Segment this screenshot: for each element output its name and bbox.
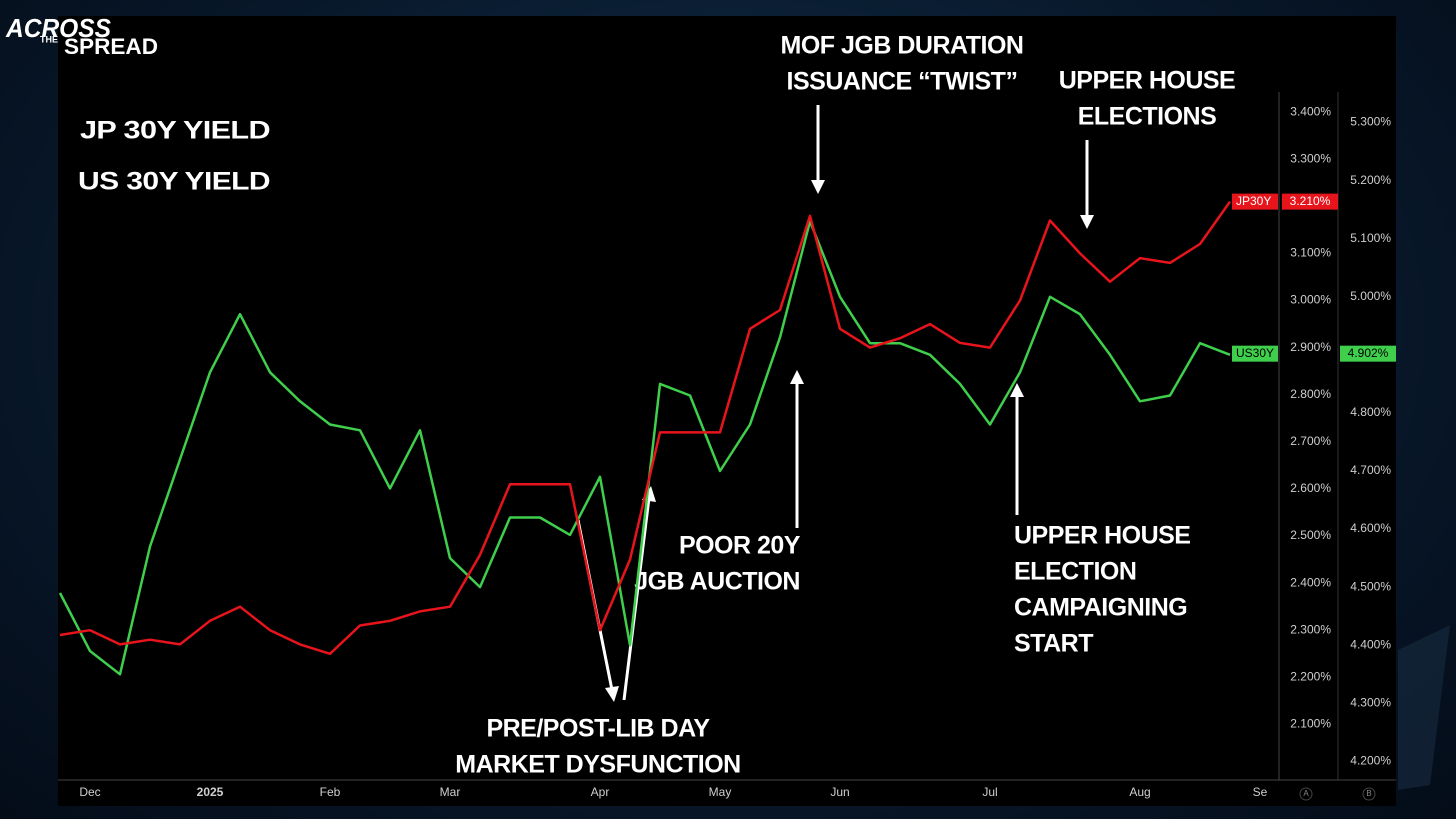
y2-tick-label: 4.300% (1350, 695, 1391, 709)
y-tick-label: 3.100% (1290, 246, 1331, 260)
y-tick-label: 2.900% (1290, 340, 1331, 354)
y-tick-label: 3.000% (1290, 293, 1331, 307)
logo-text: SPREAD (64, 34, 158, 59)
y2-tick-label: 4.400% (1350, 637, 1391, 651)
y2-tick-label: 5.100% (1350, 231, 1391, 245)
y2-tick-label: 4.800% (1350, 405, 1391, 419)
annotation: UPPER HOUSE (1059, 67, 1235, 95)
annotations: MOF JGB DURATION ISSUANCE “TWIST” UPPER HO… (455, 32, 1235, 779)
legend-entry: US 30Y YIELD (78, 168, 270, 196)
axis-button[interactable]: B (1366, 789, 1371, 798)
price-tag-bg (1340, 345, 1396, 362)
x-tick-label: Feb (320, 785, 341, 799)
legend-entry: JP 30Y YIELD (80, 117, 270, 145)
x-tick-label: Aug (1129, 785, 1150, 799)
x-tick-label: Dec (79, 785, 100, 799)
annotation: ELECTION (1014, 558, 1136, 586)
y2-tick-label: 4.200% (1350, 754, 1391, 768)
y2-tick-label: 4.700% (1350, 463, 1391, 477)
y-tick-label: 3.400% (1290, 104, 1331, 118)
annotation: JGB AUCTION (634, 568, 800, 596)
series-line (59, 200, 1232, 656)
y-tick-label: 2.700% (1290, 434, 1331, 448)
x-tick-label: May (709, 785, 732, 799)
x-tick-label: Se (1253, 785, 1268, 799)
price-tag-bg (1232, 193, 1278, 210)
price-tag-name: JP30Y (1236, 194, 1271, 208)
annotation: POOR 20Y (679, 532, 801, 560)
annotation: MARKET DYSFUNCTION (455, 751, 740, 779)
y-tick-label: 2.800% (1290, 387, 1331, 401)
x-tick-label: Jul (982, 785, 997, 799)
y-tick-label: 2.200% (1290, 670, 1331, 684)
price-tag-name: US30Y (1236, 346, 1274, 360)
y2-tick-label: 5.300% (1350, 115, 1391, 129)
x-tick-label: 2025 (197, 785, 224, 799)
price-tag-value: 3.210% (1290, 194, 1331, 208)
x-tick-label: Apr (591, 785, 610, 799)
price-tag-bg (1282, 193, 1338, 210)
annotation: UPPER HOUSE (1014, 522, 1190, 550)
y-tick-label: 2.600% (1290, 481, 1331, 495)
decor (1398, 625, 1450, 790)
price-tag-value: 4.902% (1348, 346, 1389, 360)
annotation: ELECTIONS (1078, 103, 1217, 131)
axis-button[interactable]: A (1303, 789, 1309, 798)
axis-button-ring (1299, 787, 1313, 801)
axis-button-ring (1362, 787, 1376, 801)
annotation: CAMPAIGNING (1014, 594, 1187, 622)
y-tick-label: 2.100% (1290, 717, 1331, 731)
x-tick-label: Jun (830, 785, 849, 799)
annotation: ISSUANCE “TWIST” (787, 68, 1018, 96)
y2-tick-label: 4.500% (1350, 579, 1391, 593)
annotation: PRE/POST-LIB DAY (486, 715, 710, 743)
price-tag-bg (1232, 345, 1278, 362)
y2-tick-label: 5.200% (1350, 173, 1391, 187)
logo: ACROSS THE SPREAD (5, 13, 158, 59)
y2-tick-label: 5.000% (1350, 289, 1391, 303)
annotation: START (1014, 630, 1093, 658)
y-tick-label: 3.300% (1290, 151, 1331, 165)
x-tick-label: Mar (440, 785, 461, 799)
y-tick-label: 2.400% (1290, 575, 1331, 589)
series-line (58, 220, 1231, 676)
y2-tick-label: 4.600% (1350, 521, 1391, 535)
y-tick-label: 2.300% (1290, 622, 1331, 636)
y-tick-label: 2.500% (1290, 528, 1331, 542)
logo-text: THE (40, 34, 58, 44)
logo-text: ACROSS (5, 13, 112, 43)
annotation: MOF JGB DURATION (781, 32, 1024, 60)
